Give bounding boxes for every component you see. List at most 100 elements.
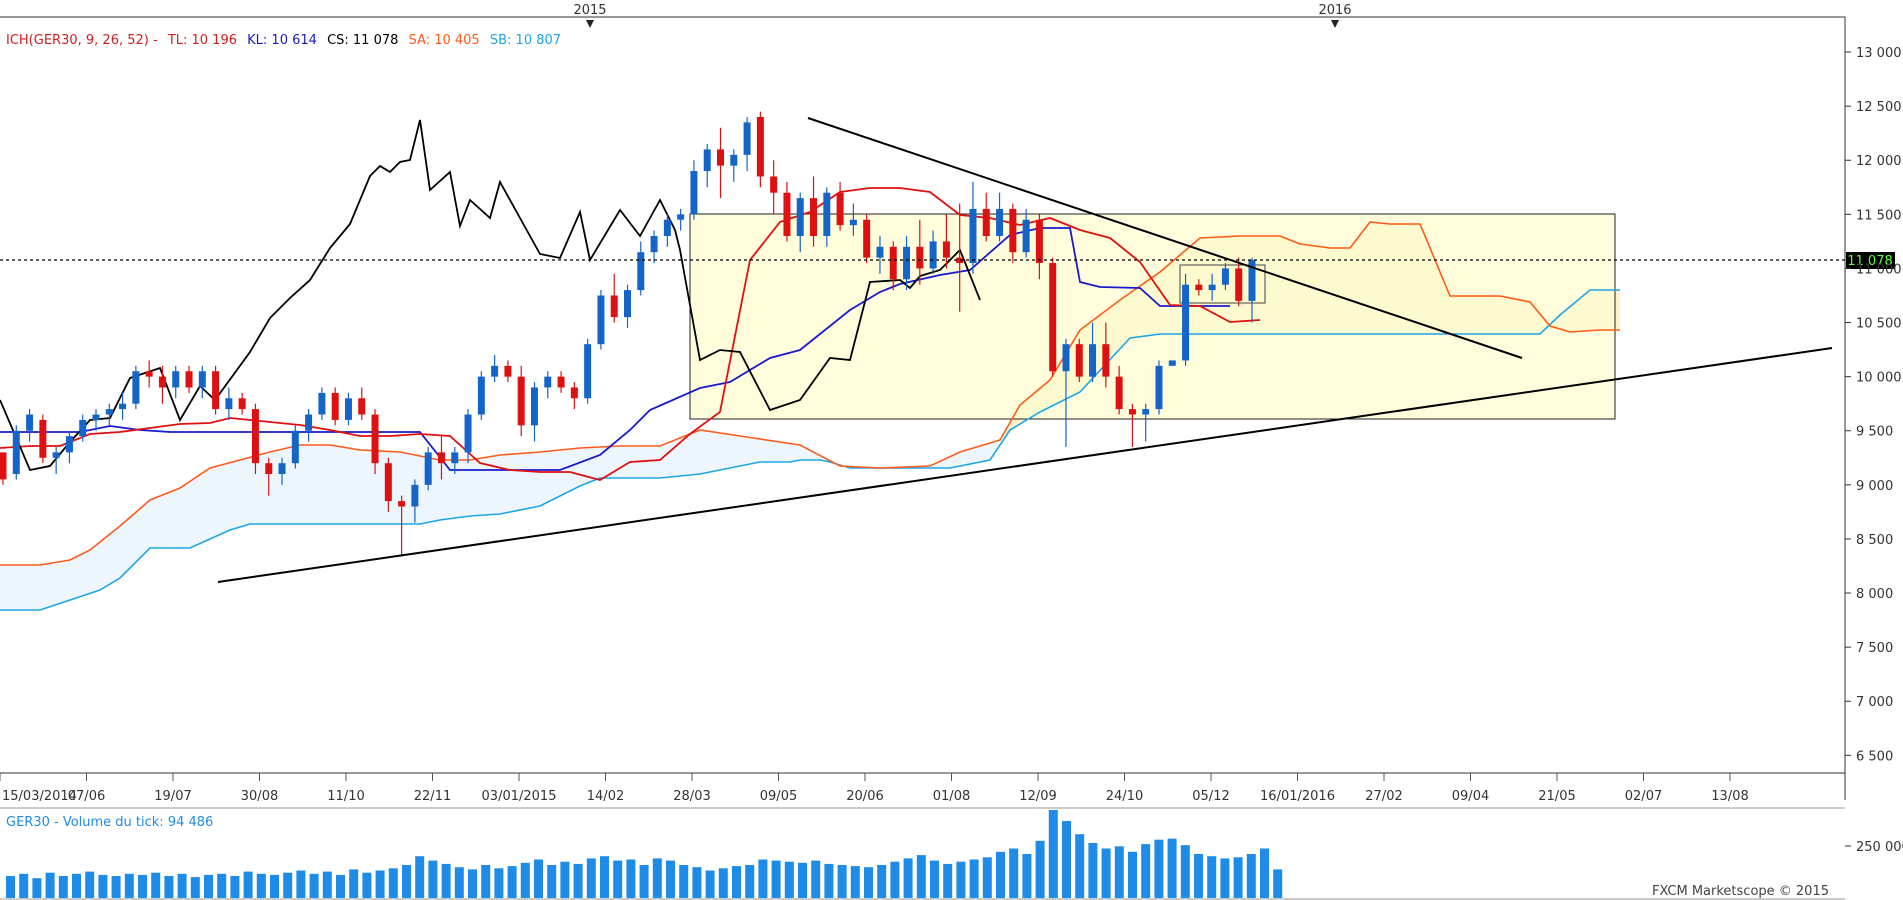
volume-bar [1088, 843, 1098, 898]
volume-bar [573, 863, 583, 898]
candle-body [544, 376, 552, 388]
candle-body [810, 198, 818, 236]
candle-body [52, 452, 60, 458]
candle-body [212, 371, 220, 410]
volume-bar [956, 861, 966, 898]
indicator-legend: ICH(GER30, 9, 26, 52) - TL: 10 196 KL: 1… [6, 33, 561, 48]
volume-bar [217, 873, 227, 898]
price-tick-label: 12 000 [1856, 154, 1902, 169]
legend-cs: CS: 11 078 [327, 33, 398, 48]
candle-body [185, 371, 193, 388]
volume-bar [758, 859, 768, 898]
volume-bar [996, 851, 1005, 898]
volume-bar [164, 876, 174, 898]
volume-bar [441, 863, 451, 898]
candle-body [650, 235, 658, 253]
candle-body [79, 419, 87, 437]
volume-bar [1062, 821, 1071, 898]
volume-bar [850, 866, 860, 898]
candle-body [65, 436, 73, 453]
candle-body [265, 463, 273, 475]
volume-bar [428, 860, 438, 898]
candle-body [1049, 263, 1057, 372]
kijun-line [0, 227, 1230, 471]
volume-bar [1141, 844, 1151, 898]
date-tick-label: 07/06 [68, 789, 105, 804]
candle-body [119, 403, 127, 410]
volume-bar [837, 865, 847, 898]
volume-bar [58, 876, 68, 898]
candle-body [1142, 409, 1150, 415]
candle-body [929, 241, 937, 269]
support-trendline [217, 347, 1833, 583]
candle-body [105, 409, 113, 415]
date-tick-label: 15/03/2014 [2, 789, 77, 804]
candle-body [1248, 260, 1256, 301]
candle-body [570, 387, 578, 399]
price-axis: 6 500 7 000 7 500 8 000 8 500 9 000 9 500 10 00… [1845, 46, 1902, 764]
volume-bar [1009, 848, 1019, 898]
year-marker-2016 [1331, 20, 1339, 28]
date-tick-label: 30/08 [241, 789, 278, 804]
candle-body [903, 246, 911, 280]
year-labels: 2015 2016 [573, 3, 1352, 28]
volume-bar [151, 872, 161, 898]
volume-bar [454, 867, 464, 898]
candle-body [1115, 376, 1123, 410]
candle-body [225, 398, 233, 410]
footer-brand: FXCM Marketscope © 2015 [1652, 884, 1829, 899]
volume-bar [718, 868, 728, 898]
volume-bar [745, 865, 755, 898]
price-tick-label: 6 500 [1856, 749, 1893, 764]
volume-bar [547, 865, 557, 898]
volume-bar [402, 865, 411, 898]
ichimoku-cloud-bullish [0, 430, 1000, 610]
candle-body [1075, 344, 1083, 377]
candle-body [597, 295, 605, 345]
volume-bar [296, 870, 306, 898]
volume-bar [1207, 856, 1217, 898]
candle-body [743, 122, 751, 155]
legend-sb: SB: 10 807 [490, 33, 561, 48]
volume-bar [349, 869, 359, 898]
candle-body [1089, 344, 1097, 377]
volume-bar [138, 874, 147, 898]
candle-body [823, 192, 831, 236]
volume-bar [494, 868, 504, 898]
candle-body [557, 376, 565, 388]
senkou-span-b-line [0, 289, 1620, 611]
candle-body [411, 484, 419, 507]
volume-bar [1101, 848, 1111, 898]
date-tick-label: 11/10 [327, 789, 364, 804]
candle-body [1208, 284, 1216, 291]
tenkan-line [0, 187, 1261, 481]
volume-bar [600, 856, 609, 898]
candle-body [398, 501, 406, 507]
volume-bar [877, 865, 887, 898]
candle-body [504, 365, 512, 377]
senkou-span-a-line [0, 221, 1620, 566]
price-tick-label: 7 500 [1856, 641, 1893, 656]
candle-body [849, 219, 857, 226]
candle-body [477, 376, 485, 415]
candle-body [703, 149, 711, 172]
candle-body [1022, 219, 1030, 253]
candle-body [996, 208, 1004, 236]
date-tick-label: 03/01/2015 [482, 789, 557, 804]
price-tick-label: 8 500 [1856, 533, 1893, 548]
volume-bar [1233, 857, 1243, 898]
candle-body [305, 414, 313, 431]
resistance-trendline [807, 117, 1523, 359]
current-price-label: 11 078 [1847, 254, 1893, 269]
volume-bar [943, 863, 953, 898]
volume-bar [375, 870, 385, 898]
candle-body [863, 219, 871, 258]
volume-bar [270, 874, 279, 898]
volume-legend: GER30 - Volume du tick: 94 486 [6, 815, 213, 830]
volume-bar [507, 866, 517, 898]
volume-bar [1114, 846, 1124, 898]
volume-bar [824, 863, 834, 898]
candle-body [12, 430, 20, 475]
